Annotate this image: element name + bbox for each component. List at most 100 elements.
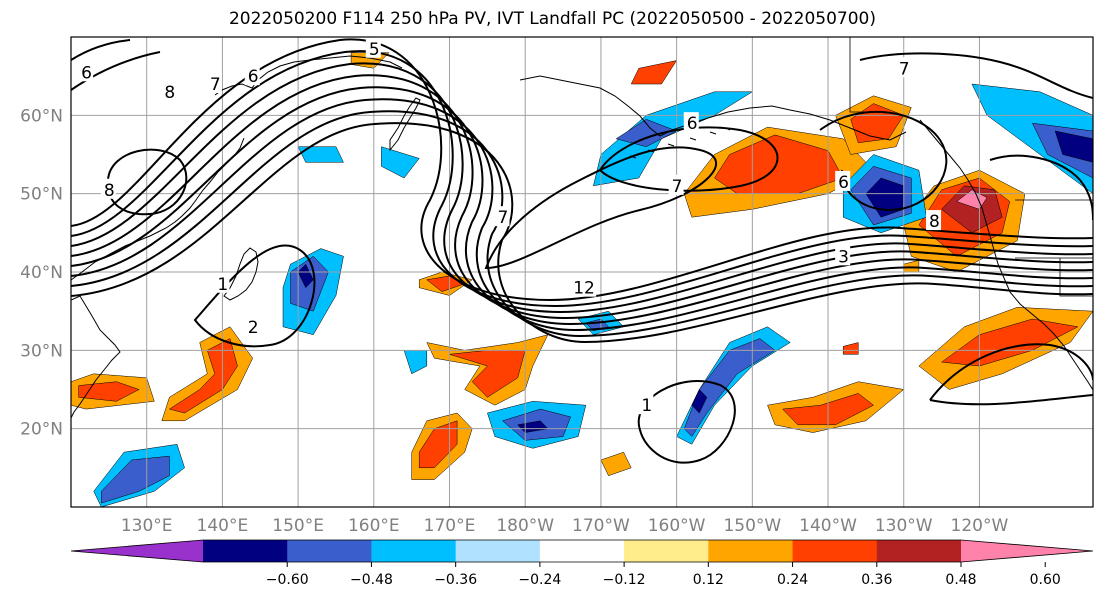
longitude-label: 130°W <box>875 516 933 536</box>
colorbar-segment <box>708 540 794 562</box>
colorbar-tick-label: −0.24 <box>518 572 561 588</box>
contour-label-bg <box>683 112 699 133</box>
pv-contours <box>71 38 1093 464</box>
colorbar-segment <box>539 540 625 562</box>
pv-contour <box>71 122 1093 344</box>
contour-label: 3 <box>838 247 849 267</box>
ivt-anomaly-area <box>691 389 708 414</box>
pv-contour <box>989 154 1093 221</box>
contour-label: 6 <box>687 114 698 134</box>
contour-label-bg <box>494 206 510 227</box>
contour-label: 5 <box>369 40 380 60</box>
pv-contour <box>106 148 188 216</box>
contour-label: 7 <box>899 59 910 79</box>
contour-label-bg <box>926 210 942 231</box>
pv-contour <box>859 52 1093 99</box>
contour-label-bg <box>78 61 94 82</box>
colorbar-tick-label: −0.60 <box>266 572 309 588</box>
colorbar-segment <box>455 540 541 562</box>
ivt-anomaly-area <box>714 134 844 194</box>
longitude-label: 170°W <box>572 516 630 536</box>
contour-label-bg <box>214 272 230 293</box>
contour-label-bg <box>835 245 851 266</box>
japan-coastline <box>223 247 259 301</box>
colorbar-tick-label: 0.60 <box>1030 572 1061 588</box>
colorbar-segment <box>792 540 878 562</box>
colorbar-extend-low <box>71 540 203 562</box>
pv-contour <box>71 110 1093 338</box>
contour-label-bg <box>244 65 260 86</box>
pv-contour <box>484 146 717 270</box>
contour-label-bg <box>895 57 911 78</box>
contour-label: 2 <box>248 318 259 338</box>
contour-label: 6 <box>248 67 259 87</box>
colorbar-tick-label: −0.48 <box>350 572 393 588</box>
longitude-label: 150°E <box>272 516 324 536</box>
longitude-label: 140°W <box>799 516 857 536</box>
colorbar-tick-label: 0.24 <box>777 572 808 588</box>
contour-label: 7 <box>210 75 221 95</box>
longitude-label: 140°E <box>197 516 249 536</box>
contour-label: 1 <box>217 275 228 295</box>
colorbar-tick-label: −0.36 <box>434 572 477 588</box>
longitude-label: 150°W <box>723 516 781 536</box>
contour-label-bg <box>570 276 597 297</box>
colorbar-tick-label: 0.48 <box>945 572 976 588</box>
ivt-anomaly-area <box>600 451 632 477</box>
colorbar-segment <box>371 540 457 562</box>
ivt-anomaly-area <box>630 60 678 85</box>
contour-label-bg <box>161 80 177 101</box>
colorbar-segment <box>624 540 709 562</box>
pv-contour <box>71 86 1093 326</box>
ivt-anomaly-area <box>1054 130 1093 163</box>
longitude-label: 170°E <box>424 516 476 536</box>
pv-contour <box>819 110 948 212</box>
latitude-labels: 60°N 50°N 40°N 30°N 20°N <box>20 106 63 439</box>
state-borders <box>1015 257 1093 297</box>
contour-label-bg <box>244 315 260 336</box>
ivt-anomaly-area <box>381 146 420 179</box>
contour-label: 7 <box>672 177 683 197</box>
latitude-label: 20°N <box>20 420 63 440</box>
contour-label-bg <box>835 170 851 191</box>
colorbar-tick-label: 0.36 <box>861 572 892 588</box>
colorbar-segment <box>287 540 372 562</box>
longitude-label: 120°W <box>951 516 1009 536</box>
pv-contour <box>71 98 1093 332</box>
latitude-label: 50°N <box>20 185 63 205</box>
contour-label-bg <box>365 37 381 58</box>
contour-label: 7 <box>498 208 509 228</box>
map-border <box>70 36 1094 508</box>
colorbar-segment <box>203 540 288 562</box>
colorbar: −0.60 −0.48 −0.36 −0.24 −0.12 0.12 0.24 0.36 0.4… <box>70 539 1094 588</box>
colorbar-tick-label: −0.12 <box>603 572 646 588</box>
ivt-anomaly-area <box>168 338 238 414</box>
contour-label: 12 <box>573 279 595 299</box>
ivt-anomaly-area <box>297 146 344 163</box>
ivt-anomaly-area <box>101 455 170 504</box>
contour-label-bg <box>668 174 684 195</box>
longitude-label: 180°W <box>496 516 554 536</box>
pv-contour <box>71 62 1093 314</box>
kamchatka-coastline <box>389 97 421 152</box>
contour-label: 1 <box>641 396 652 416</box>
ivt-anomaly-area <box>842 342 859 355</box>
pv-contour <box>71 74 1093 320</box>
colorbar-segment <box>876 540 962 562</box>
longitude-label: 130°E <box>121 516 173 536</box>
latitude-label: 40°N <box>20 263 63 283</box>
pv-contour <box>71 39 161 91</box>
contour-label: 6 <box>838 173 849 193</box>
contour-label: 8 <box>164 83 175 103</box>
pv-contour <box>637 380 736 464</box>
pv-contour <box>598 126 779 192</box>
map-title: 2022050200 F114 250 hPa PV, IVT Landfall… <box>228 9 876 29</box>
contour-label: 6 <box>81 63 92 83</box>
longitude-label: 160°E <box>348 516 400 536</box>
longitude-labels: 130°E 140°E 150°E 160°E 170°E 180°W 170°W 160°W… <box>121 516 1009 536</box>
pv-contour <box>193 244 316 348</box>
ivt-anomaly-area <box>78 381 140 402</box>
contour-label: 8 <box>104 181 115 201</box>
